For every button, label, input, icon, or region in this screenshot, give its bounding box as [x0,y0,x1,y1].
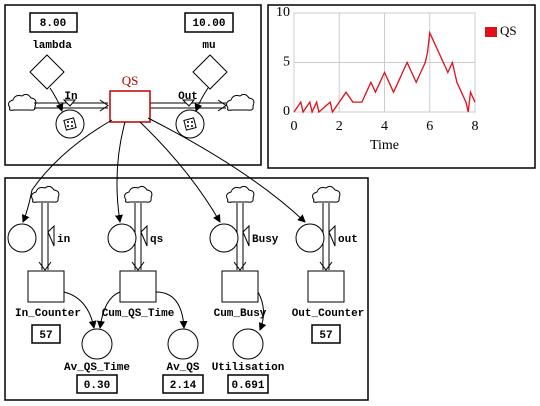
stock-label: QS [122,73,139,88]
variable [192,54,228,90]
variable [29,54,65,90]
valve [242,224,250,247]
panel [267,4,536,169]
valve [328,224,336,247]
x-tick-label: 6 [426,119,433,134]
connector [257,291,267,331]
flow-valve [7,223,37,253]
value: 8.00 [40,18,66,30]
connector [96,291,121,329]
flow-label: Out [178,91,198,103]
flow-label: Busy [252,234,279,246]
value-box [29,12,78,33]
label: mu [202,40,215,52]
legend-swatch [485,27,497,37]
x-tick-label: 2 [336,119,343,134]
x-axis-title: Time [370,138,399,153]
value: 57 [319,330,332,342]
valve [47,224,55,247]
flow-valve [107,223,137,253]
converter [167,328,199,360]
valve [140,224,148,247]
flow-valve [295,223,325,253]
stock [27,270,65,303]
stock-label: Cum_Busy [214,308,267,320]
stock-label: Cum_QS_Time [102,308,175,320]
arrow-head [319,261,333,271]
y-tick-label: 5 [283,55,290,70]
value: 10.00 [192,18,225,30]
legend-label: QS [500,23,517,38]
value-box [76,374,118,394]
converter-label: Av_QS [166,362,199,374]
chart: 0 2 4 6 8 0 5 10 Time QS [276,5,517,153]
x-tick-label: 8 [472,119,479,134]
bottom-model: in qs Busy out In_Counter 57 Cum_QS_Time Cum_Bu… [7,185,365,394]
converter-label: Av_QS_Time [64,362,130,374]
arrow-head [38,261,52,271]
value: 57 [39,330,52,342]
converter [81,328,113,360]
value-box [184,12,234,33]
connector [155,291,188,329]
flow-label: out [338,234,358,246]
x-tick-label: 4 [381,119,388,134]
pipe [41,203,49,270]
arrow-head [233,261,247,271]
label: lambda [32,40,72,52]
stock [119,270,157,303]
connector [63,291,97,329]
series-line [293,30,476,115]
value: 0.30 [84,380,110,392]
stock [307,270,345,303]
flow-label: In [64,91,77,103]
value: 0.691 [231,380,264,392]
flow-label: qs [150,234,163,246]
flow-valve [209,223,239,253]
value-box [162,374,204,394]
value-box [227,374,269,394]
stock-label: In_Counter [15,308,81,320]
y-tick-label: 10 [276,5,290,20]
value-box [311,324,341,344]
panel [4,177,369,401]
panel [4,4,262,166]
stock-label: Out_Counter [292,308,365,320]
value-box [31,324,61,344]
arrow-head [131,261,145,271]
stock [109,90,151,123]
x-tick-label: 0 [291,119,298,134]
value: 2.14 [170,380,197,392]
y-tick-label: 0 [283,104,290,119]
converter [232,328,264,360]
flow-label: in [57,234,70,246]
converter-label: Utilisation [212,362,285,374]
stock [221,270,259,303]
